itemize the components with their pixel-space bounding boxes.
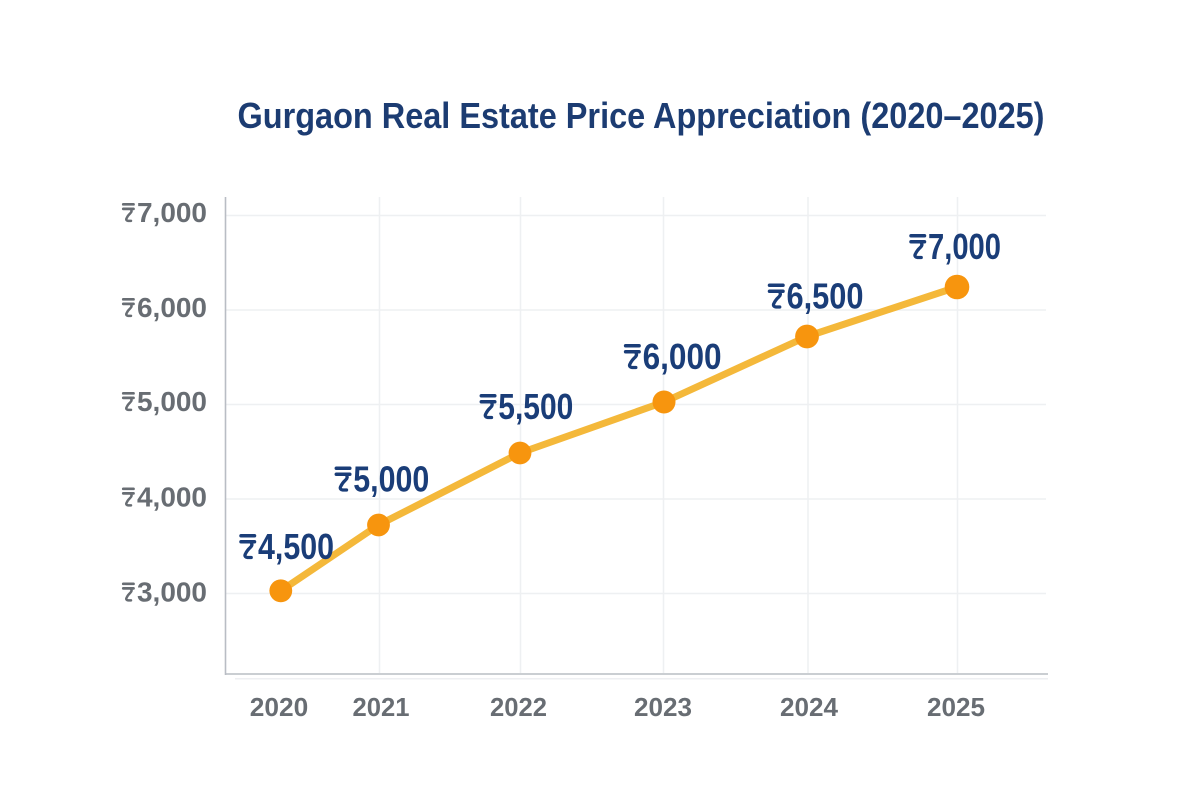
svg-text:6,000: 6,000 [137, 292, 207, 323]
svg-text:6,500: 6,500 [787, 276, 864, 317]
svg-text:4,000: 4,000 [137, 482, 207, 513]
svg-text:4,500: 4,500 [258, 526, 334, 567]
svg-text:2020: 2020 [250, 692, 309, 722]
svg-text:2023: 2023 [634, 692, 692, 722]
svg-text:Gurgaon Real Estate Price Appr: Gurgaon Real Estate Price Appreciation (… [238, 95, 1045, 136]
svg-text:2024: 2024 [780, 692, 839, 722]
svg-text:2022: 2022 [490, 692, 547, 722]
svg-text:3,000: 3,000 [137, 577, 207, 608]
svg-text:5,000: 5,000 [137, 386, 207, 417]
svg-text:5,500: 5,500 [498, 386, 573, 427]
svg-text:7,000: 7,000 [137, 197, 207, 228]
svg-text:6,000: 6,000 [643, 336, 722, 377]
svg-text:7,000: 7,000 [928, 226, 1001, 267]
svg-text:2025: 2025 [927, 692, 985, 722]
svg-text:5,000: 5,000 [353, 459, 429, 500]
svg-text:2021: 2021 [353, 692, 410, 722]
